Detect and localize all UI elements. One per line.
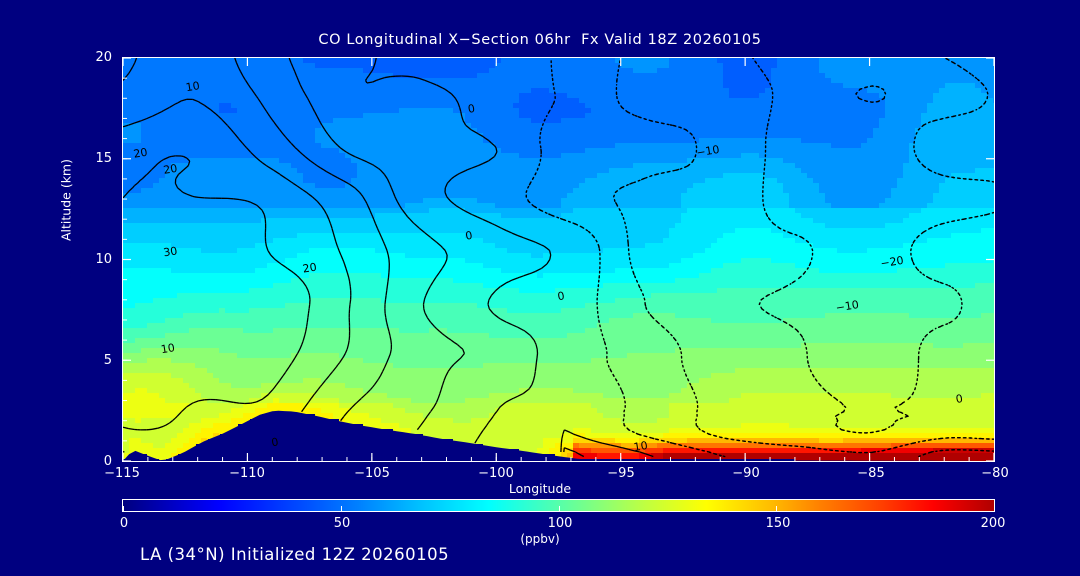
colorbar-tick-label: 150 bbox=[765, 516, 791, 531]
x-tick-label: −110 bbox=[229, 466, 265, 481]
colorbar-gradient bbox=[123, 500, 994, 511]
y-tick-label: 5 bbox=[103, 353, 112, 368]
colorbar bbox=[122, 499, 995, 512]
chart-title: CO Longitudinal X−Section 06hr Fx Valid … bbox=[318, 32, 762, 48]
x-tick-label: −115 bbox=[104, 466, 140, 481]
x-tick-label: −100 bbox=[478, 466, 514, 481]
colorbar-tick-label: 200 bbox=[980, 516, 1006, 531]
x-tick-label: −105 bbox=[354, 466, 390, 481]
x-tick-label: −80 bbox=[981, 466, 1009, 481]
y-tick-label: 10 bbox=[95, 252, 112, 267]
x-axis-label: Longitude bbox=[508, 481, 572, 496]
y-tick-label: 15 bbox=[95, 151, 112, 166]
colorbar-tick bbox=[123, 506, 124, 511]
x-tick-label: −90 bbox=[732, 466, 760, 481]
y-tick-label: 20 bbox=[95, 50, 112, 65]
x-tick-label: −85 bbox=[857, 466, 885, 481]
colorbar-unit-label: (ppbv) bbox=[520, 532, 560, 546]
plot-area: 10 20 20 30 10 20 0 0 0 0 0 10 −10 −20 −10 bbox=[122, 57, 995, 462]
colorbar-tick-label: 50 bbox=[333, 516, 351, 531]
y-axis-label: Altitude (km) bbox=[58, 159, 74, 241]
colorbar-tick-label: 100 bbox=[547, 516, 573, 531]
colorbar-tick bbox=[340, 506, 342, 511]
figure-caption: LA (34°N) Initialized 12Z 20260105 bbox=[140, 545, 450, 564]
y-tick-label: 0 bbox=[103, 454, 112, 469]
x-tick-label: −95 bbox=[607, 466, 635, 481]
colorbar-tick bbox=[776, 506, 778, 511]
colorbar-tick-label: 0 bbox=[119, 516, 129, 531]
colorbar-tick bbox=[994, 506, 995, 511]
colorbar-tick bbox=[558, 506, 560, 511]
